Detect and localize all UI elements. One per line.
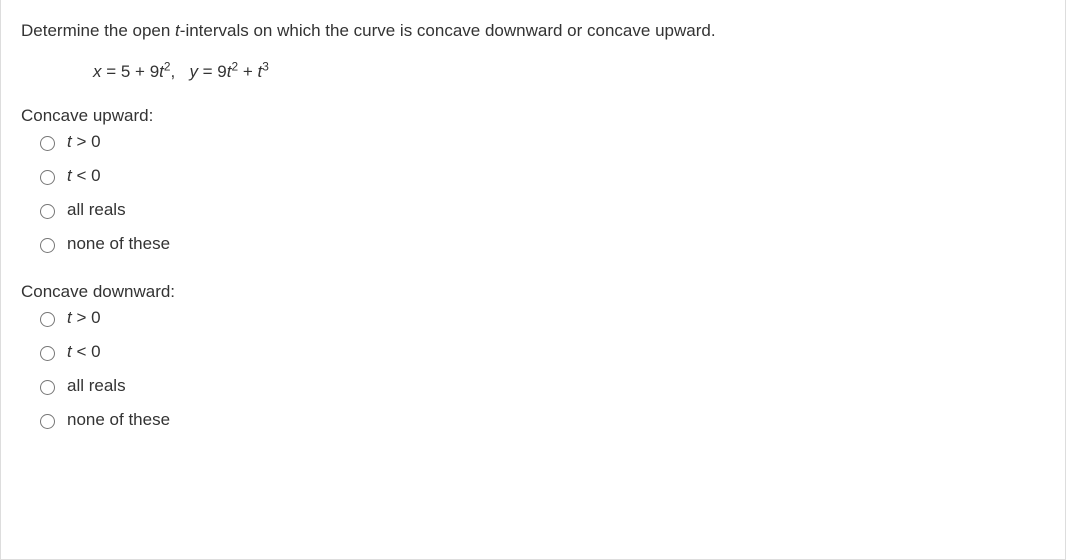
concave-downward-label: Concave downward: <box>21 282 1045 302</box>
option-row: none of these <box>35 410 1045 430</box>
radio-upward-all-reals[interactable] <box>40 204 55 219</box>
question-container: Determine the open t-intervals on which … <box>0 0 1066 560</box>
option-label: t > 0 <box>67 308 101 328</box>
option-label: all reals <box>67 376 126 396</box>
option-rest: < 0 <box>72 166 101 185</box>
concave-upward-block: Concave upward: t > 0 t < 0 all reals no… <box>21 106 1045 254</box>
option-row: t > 0 <box>35 308 1045 328</box>
option-row: t < 0 <box>35 166 1045 186</box>
option-label: t > 0 <box>67 132 101 152</box>
option-label: none of these <box>67 234 170 254</box>
eq-x-exp: 2 <box>164 59 171 73</box>
option-label: t < 0 <box>67 342 101 362</box>
option-rest: > 0 <box>72 308 101 327</box>
radio-upward-t-gt-0[interactable] <box>40 136 55 151</box>
question-prefix: Determine the open <box>21 21 175 40</box>
equation: x = 5 + 9t2, y = 9t2 + t3 <box>93 62 1045 82</box>
option-row: all reals <box>35 376 1045 396</box>
option-rest: < 0 <box>72 342 101 361</box>
radio-upward-none[interactable] <box>40 238 55 253</box>
eq-x-body: = 5 + 9 <box>102 62 160 81</box>
question-suffix: -intervals on which the curve is concave… <box>180 21 716 40</box>
option-row: none of these <box>35 234 1045 254</box>
option-label: t < 0 <box>67 166 101 186</box>
eq-comma: , <box>171 62 190 81</box>
option-label: all reals <box>67 200 126 220</box>
option-row: t > 0 <box>35 132 1045 152</box>
radio-downward-all-reals[interactable] <box>40 380 55 395</box>
eq-x-var: x <box>93 62 102 81</box>
concave-upward-label: Concave upward: <box>21 106 1045 126</box>
radio-upward-t-lt-0[interactable] <box>40 170 55 185</box>
radio-downward-none[interactable] <box>40 414 55 429</box>
eq-y-eq1: = 9 <box>198 62 227 81</box>
option-row: t < 0 <box>35 342 1045 362</box>
option-rest: > 0 <box>72 132 101 151</box>
radio-downward-t-lt-0[interactable] <box>40 346 55 361</box>
concave-downward-block: Concave downward: t > 0 t < 0 all reals … <box>21 282 1045 430</box>
option-label: none of these <box>67 410 170 430</box>
eq-y-plus: + <box>238 62 257 81</box>
eq-y-exp2: 3 <box>262 59 269 73</box>
option-row: all reals <box>35 200 1045 220</box>
question-text: Determine the open t-intervals on which … <box>21 18 1045 44</box>
radio-downward-t-gt-0[interactable] <box>40 312 55 327</box>
eq-y-var: y <box>189 62 198 81</box>
